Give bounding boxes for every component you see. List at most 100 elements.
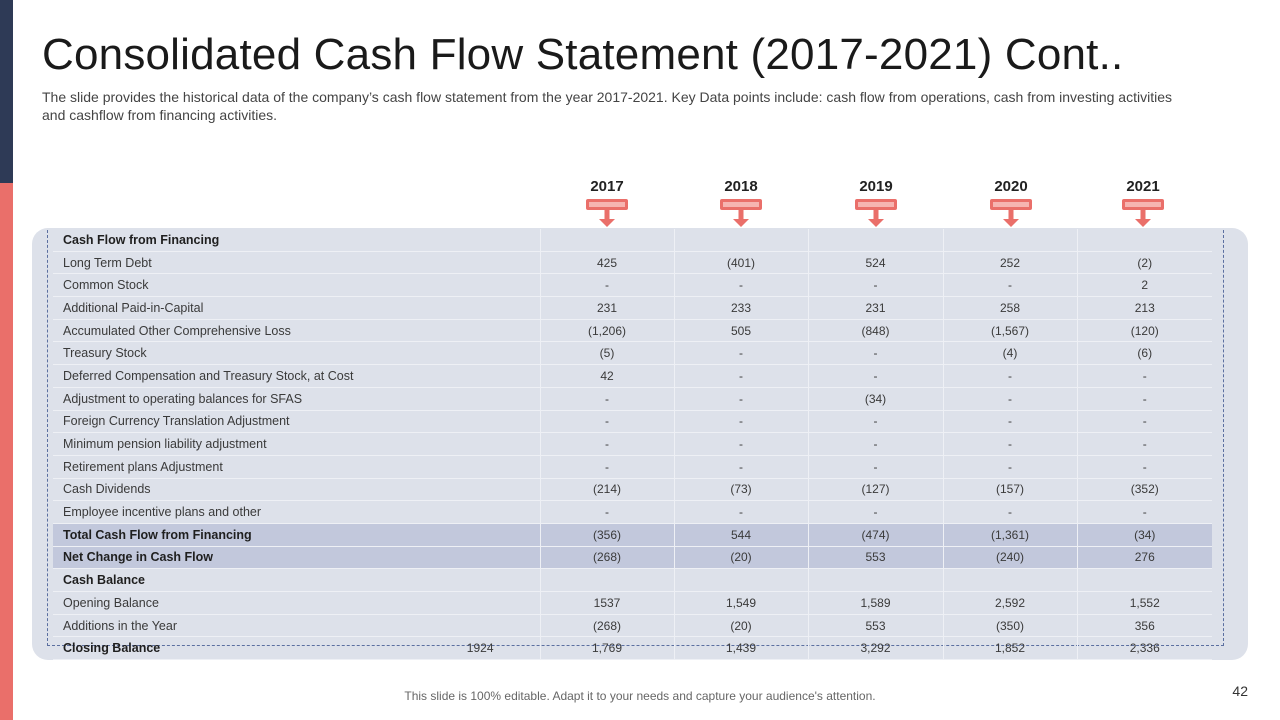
table-row: Opening Balance 1537 1,549 1,589 2,592 1,552 (53, 591, 1212, 615)
table-row: Deferred Compensation and Treasury Stock… (53, 364, 1212, 388)
cell-2020: - (942, 500, 1077, 524)
cell-2021: - (1076, 364, 1212, 388)
extra-value: 1924 (455, 636, 540, 661)
cell-2020: - (942, 410, 1077, 434)
extra-value (455, 273, 540, 298)
cell-2018: (73) (673, 478, 808, 502)
cell-2018: - (673, 500, 808, 524)
cell-2018: - (673, 410, 808, 434)
extra-value (455, 455, 540, 479)
cell-2021: - (1076, 500, 1212, 524)
cell-2017: 231 (539, 296, 674, 320)
year-header: 2021 (1126, 178, 1160, 195)
row-label: Adjustment to operating balances for SFA… (53, 387, 455, 411)
cell-2019: 231 (807, 296, 943, 320)
cell-2019: - (807, 432, 943, 456)
row-label: Opening Balance (53, 591, 455, 615)
cell-2021: - (1076, 455, 1212, 479)
cell-2021 (1076, 229, 1212, 252)
cell-2017 (539, 229, 674, 252)
row-label: Additional Paid-in-Capital (53, 296, 455, 320)
extra-value (455, 410, 540, 434)
year-pin-icon (586, 199, 628, 227)
extra-value (455, 432, 540, 456)
cell-2017: - (539, 273, 674, 298)
accent-bar-coral (0, 183, 13, 720)
cell-2021: 2,336 (1076, 636, 1212, 661)
cell-2017: - (539, 500, 674, 524)
cell-2018: - (673, 273, 808, 298)
cell-2019: - (807, 410, 943, 434)
cell-2019: - (807, 500, 943, 524)
cell-2017: 42 (539, 364, 674, 388)
cell-2017: - (539, 387, 674, 411)
footer-note: This slide is 100% editable. Adapt it to… (404, 689, 876, 703)
cell-2020: 2,592 (942, 591, 1077, 615)
cash-flow-table: Cash Flow from Financing Long Term Debt 42… (53, 229, 1212, 661)
cell-2017: 1537 (539, 591, 674, 615)
extra-value (455, 229, 540, 252)
table-row: Treasury Stock (5) - - (4) (6) (53, 341, 1212, 366)
cell-2019: 524 (807, 251, 943, 275)
row-label: Long Term Debt (53, 251, 455, 275)
table-row: Cash Flow from Financing (53, 229, 1212, 252)
cell-2018: 1,439 (673, 636, 808, 661)
row-label: Foreign Currency Translation Adjustment (53, 410, 455, 434)
cell-2020: - (942, 364, 1077, 388)
row-label: Retirement plans Adjustment (53, 455, 455, 479)
cell-2021: 213 (1076, 296, 1212, 320)
year-header: 2017 (590, 178, 624, 195)
cell-2020: - (942, 387, 1077, 411)
cell-2017: (356) (539, 523, 674, 547)
cell-2020: (1,567) (942, 319, 1077, 343)
extra-value (455, 546, 540, 570)
slide-subtitle: The slide provides the historical data o… (42, 89, 1172, 123)
cell-2019: 553 (807, 614, 943, 638)
cell-2017: 425 (539, 251, 674, 275)
cell-2017: - (539, 410, 674, 434)
table-row: Foreign Currency Translation Adjustment -… (53, 410, 1212, 434)
row-label: Additions in the Year (53, 614, 455, 638)
cell-2018: - (673, 387, 808, 411)
cell-2020: 1,852 (942, 636, 1077, 661)
cell-2017: 1,769 (539, 636, 674, 661)
cell-2018 (673, 568, 808, 592)
cell-2021: (2) (1076, 251, 1212, 275)
cell-2020 (942, 229, 1077, 252)
cell-2018: 233 (673, 296, 808, 320)
cell-2019: (474) (807, 523, 943, 547)
cell-2018: (20) (673, 614, 808, 638)
table-row: Common Stock - - - -2 (53, 273, 1212, 298)
year-header: 2019 (859, 178, 893, 195)
row-label: Treasury Stock (53, 341, 455, 366)
cell-2018: - (673, 341, 808, 366)
cell-2020: (157) (942, 478, 1077, 502)
table-row: Additional Paid-in-Capital 231 233 231 258 21… (53, 296, 1212, 320)
cell-2019: - (807, 273, 943, 298)
cell-2017: (214) (539, 478, 674, 502)
table-row: Net Change in Cash Flow (268) (20) 553 (240)… (53, 546, 1212, 570)
cell-2020: - (942, 432, 1077, 456)
cell-2018: (20) (673, 546, 808, 570)
cell-2021: - (1076, 387, 1212, 411)
cell-2021: 2 (1076, 273, 1212, 298)
row-label: Net Change in Cash Flow (53, 546, 455, 570)
cell-2018: 505 (673, 319, 808, 343)
table-row: Closing Balance 1924 1,769 1,439 3,292 1,852 2… (53, 636, 1212, 661)
year-header: 2018 (724, 178, 758, 195)
table-row: Long Term Debt 425 (401) 524 252 (2) (53, 251, 1212, 275)
table-row: Cash Balance (53, 568, 1212, 592)
row-label: Cash Dividends (53, 478, 455, 502)
table-row: Accumulated Other Comprehensive Loss (1,2… (53, 319, 1212, 343)
cell-2021: (120) (1076, 319, 1212, 343)
cell-2019 (807, 229, 943, 252)
cell-2020: 252 (942, 251, 1077, 275)
row-label: Common Stock (53, 273, 455, 298)
cell-2021: 276 (1076, 546, 1212, 570)
table-row: Cash Dividends (214) (73) (127) (157) (352) (53, 478, 1212, 502)
cell-2020: (350) (942, 614, 1077, 638)
cell-2021: 1,552 (1076, 591, 1212, 615)
cell-2018: - (673, 432, 808, 456)
cell-2020: 258 (942, 296, 1077, 320)
row-label: Cash Balance (53, 568, 455, 592)
